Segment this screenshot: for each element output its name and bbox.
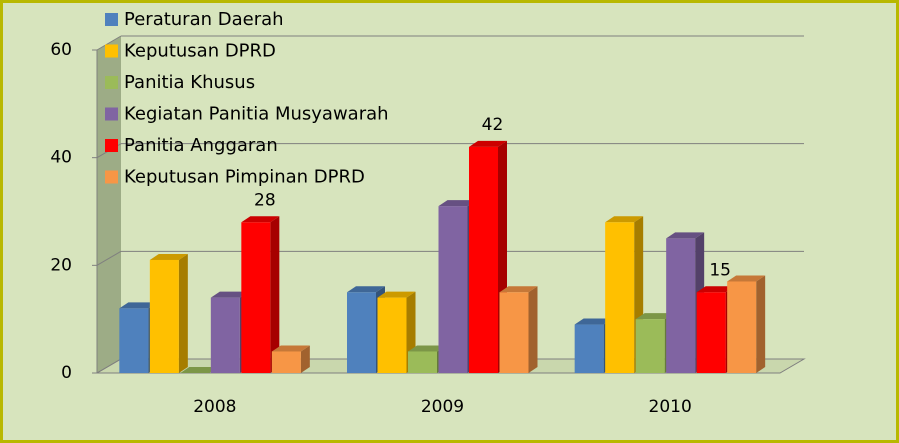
grid-line (96, 35, 122, 51)
legend-swatch (105, 76, 118, 89)
legend-label: Peraturan Daerah (124, 9, 284, 30)
bar-side (756, 275, 766, 373)
x-tick-label: 2010 (649, 397, 692, 417)
legend-swatch (105, 107, 118, 121)
y-tick-label: 0 (61, 363, 72, 383)
bar-top (210, 291, 249, 298)
bar-top (119, 302, 158, 309)
bar-top (696, 286, 735, 293)
bar-top (666, 232, 705, 239)
legend-swatch (105, 13, 118, 26)
legend-label: Panitia Khusus (124, 72, 255, 93)
bar (271, 351, 301, 373)
y-tick-label: 20 (50, 255, 72, 275)
legend-label: Keputusan Pimpinan DPRD (124, 167, 365, 188)
bar-top (408, 345, 446, 352)
x-tick-label: 2009 (421, 397, 464, 417)
data-label: 15 (709, 260, 731, 280)
legend-swatch (105, 139, 118, 152)
bar-top (377, 291, 416, 298)
grid-line (96, 250, 122, 266)
bar-top (635, 313, 674, 320)
bar (696, 292, 726, 373)
bar (605, 222, 635, 373)
bar-top (469, 140, 507, 147)
bar-top (438, 200, 477, 207)
bar (149, 259, 179, 373)
legend: Peraturan Daerah Keputusan DPRD Panitia Kh… (105, 9, 389, 188)
bar-top (180, 367, 219, 373)
bar (469, 146, 498, 373)
bar-side (528, 286, 538, 373)
bar-top (499, 286, 538, 293)
bar (347, 292, 376, 373)
y-tick-label: 60 (50, 40, 72, 60)
y-tick-label: 40 (50, 148, 72, 168)
bar (119, 308, 149, 373)
bar-top (271, 345, 310, 352)
legend-swatch (105, 170, 118, 184)
bar-top (605, 216, 644, 223)
bar-top (149, 253, 188, 260)
bar (438, 206, 468, 373)
bar (377, 297, 407, 373)
data-label: 28 (254, 190, 276, 210)
bar-side (178, 253, 188, 373)
bar-top (574, 318, 613, 325)
legend-label: Kegiatan Panitia Musyawarah (124, 104, 389, 125)
bar (727, 281, 757, 373)
bar (574, 324, 604, 373)
bar (666, 238, 696, 373)
bar-top (727, 275, 766, 282)
bar-top (347, 286, 385, 293)
x-tick-label: 2008 (193, 397, 236, 417)
bar (635, 319, 665, 373)
bar (408, 351, 437, 373)
legend-label: Panitia Anggaran (124, 135, 278, 156)
legend-label: Keputusan DPRD (124, 41, 276, 62)
bar-side (300, 345, 310, 373)
grid-line (96, 358, 122, 374)
bar (241, 222, 271, 373)
data-label: 42 (482, 115, 504, 135)
legend-swatch (105, 44, 118, 58)
bar-side (270, 216, 280, 373)
bar (210, 297, 240, 373)
bar (499, 292, 529, 373)
bar-top (241, 216, 280, 223)
